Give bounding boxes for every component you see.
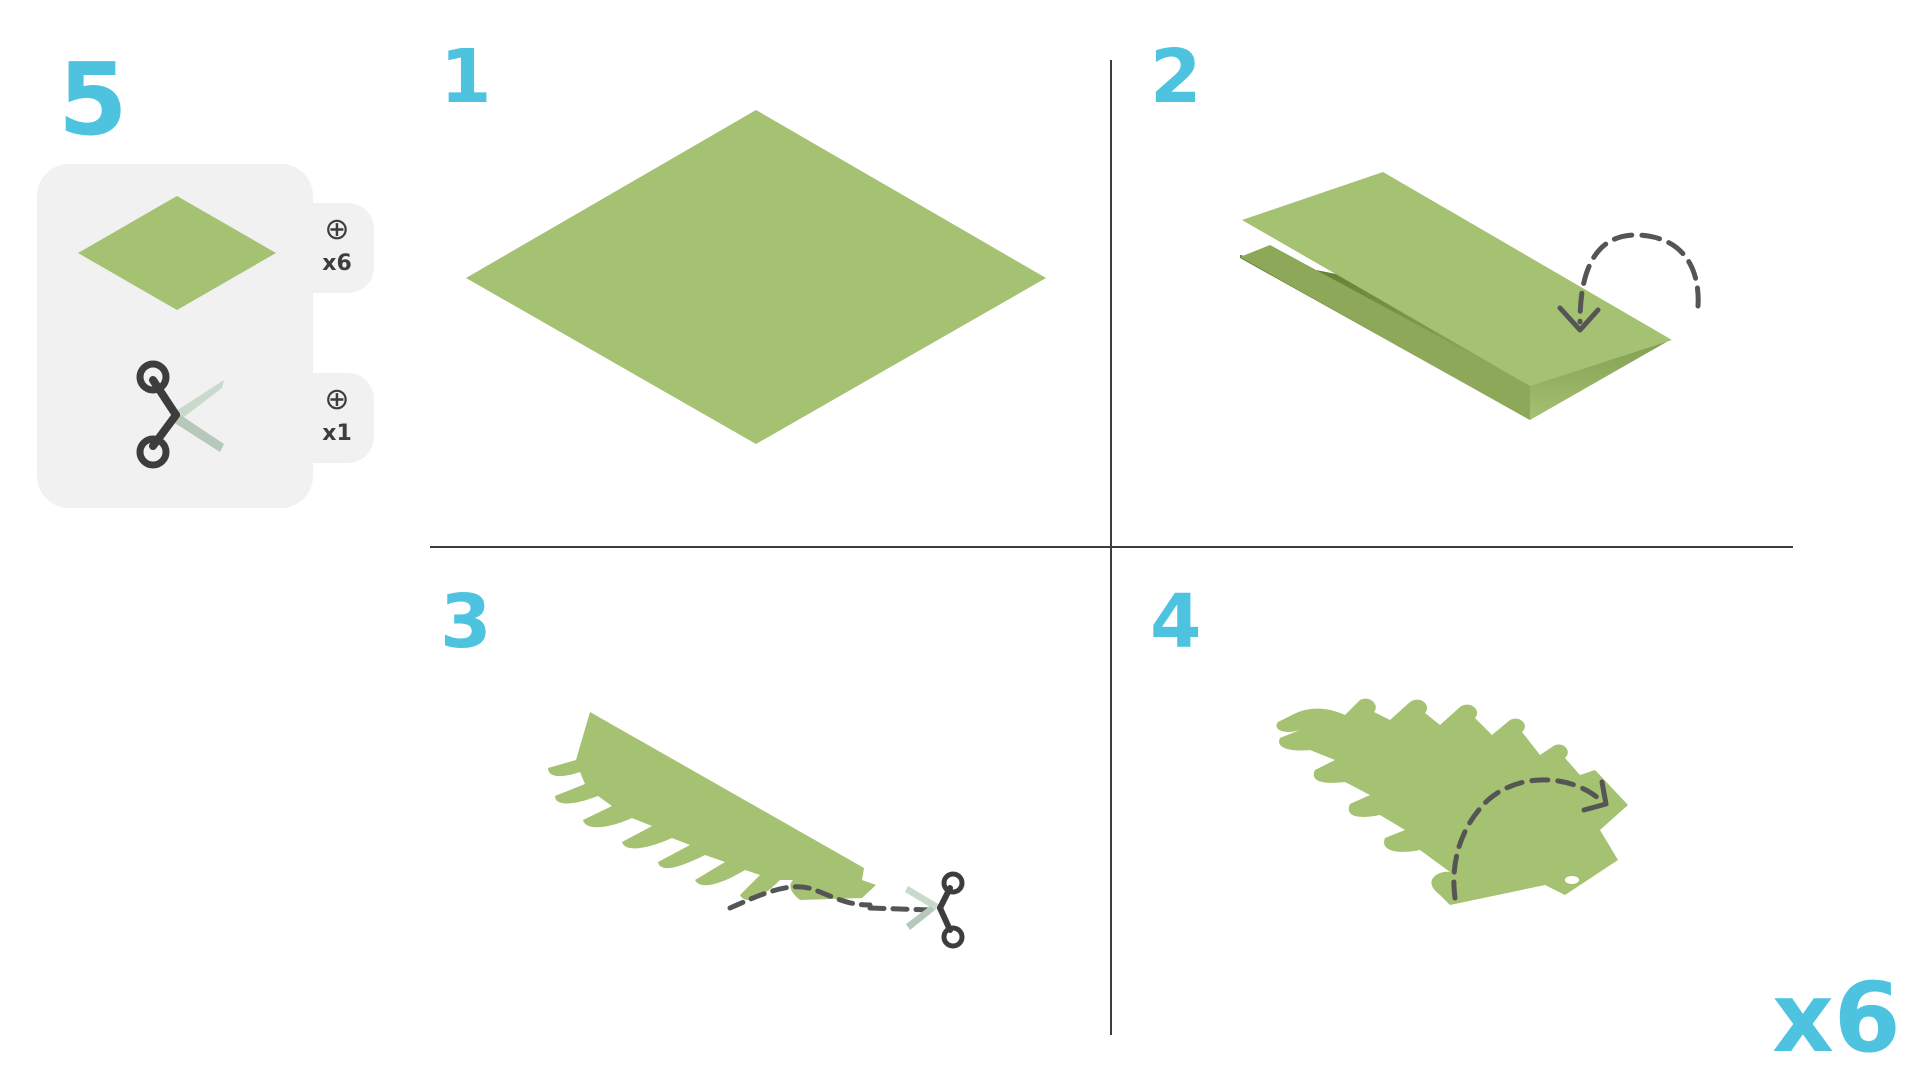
step-number-4: 4 <box>1150 579 1202 665</box>
scissors-icon <box>905 871 965 949</box>
scissors-icon <box>136 360 224 469</box>
fold-in-half-icon <box>1240 172 1701 420</box>
cut-fringe-icon <box>548 712 965 949</box>
plus-icon: ⊕ <box>324 212 350 247</box>
supply-count-scissors: x1 <box>322 421 352 446</box>
supply-count-paper: x6 <box>322 251 352 276</box>
step-group-number: 5 <box>58 41 128 158</box>
repeat-multiplier: x6 <box>1772 962 1901 1074</box>
supply-tab-paper: ⊕ x6 <box>300 203 374 293</box>
supply-tab-scissors: ⊕ x1 <box>300 373 374 463</box>
paper-square-icon <box>78 196 276 310</box>
flat-paper-square-icon <box>466 110 1046 444</box>
plus-icon: ⊕ <box>324 382 350 417</box>
step-number-2: 2 <box>1150 34 1202 120</box>
step-number-3: 3 <box>440 579 492 665</box>
unfold-paper-icon <box>1276 698 1628 905</box>
step-number-1: 1 <box>440 34 492 120</box>
